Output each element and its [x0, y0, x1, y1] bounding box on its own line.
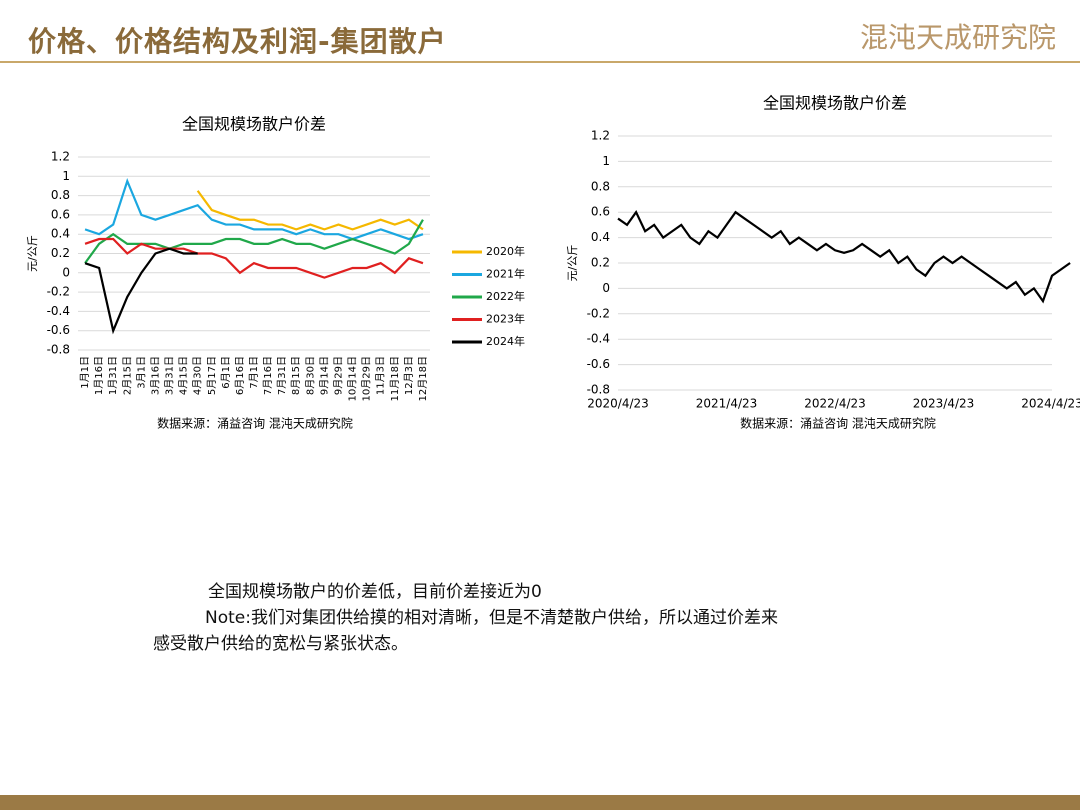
y-axis-label: 元/公斤: [566, 245, 579, 282]
y-tick-label: -0.2: [47, 285, 70, 299]
legend-label: 2024年: [486, 334, 525, 348]
x-tick-label: 6月16日: [234, 356, 246, 395]
legend-label: 2021年: [486, 267, 525, 281]
source-note: 数据来源：涌益咨询 混沌天成研究院: [740, 416, 936, 431]
series-line: [84, 237, 424, 279]
x-tick-label: 8月15日: [290, 356, 302, 395]
x-tick-label: 1月1日: [79, 356, 91, 389]
source-note: 数据来源：涌益咨询 混沌天成研究院: [157, 416, 353, 431]
y-axis-label: 元/公斤: [26, 235, 39, 272]
x-tick-label: 2022/4/23: [804, 397, 866, 411]
x-tick-label: 7月31日: [276, 356, 288, 395]
y-tick-label: 0.8: [51, 188, 70, 202]
x-tick-label: 2023/4/23: [913, 397, 975, 411]
chart-right: 全国规模场散户价差 -0.8 -0.6 -0.4 -0.2 0 0.2 0.4 0.6 0.8 1 1…: [566, 94, 1080, 431]
y-tick-label: -0.8: [47, 343, 70, 357]
x-tick-label: 2021/4/23: [696, 397, 758, 411]
x-tick-label: 9月29日: [332, 356, 344, 395]
x-tick-label: 3月31日: [164, 356, 176, 395]
x-tick-label: 4月15日: [178, 356, 190, 395]
y-tick-label: 1.2: [591, 129, 610, 143]
y-tick-label: 0.6: [51, 207, 70, 221]
chart-left: 全国规模场散户价差-0.8-0.6-0.4-0.200.20.40.60.811…: [26, 115, 525, 431]
y-tick-label: 0.8: [591, 179, 610, 193]
x-tick-label: 12月3日: [403, 356, 415, 395]
chart-title: 全国规模场散户价差: [763, 94, 907, 113]
legend-label: 2022年: [486, 289, 525, 303]
y-tick-label: 0.2: [51, 246, 70, 260]
x-tick-label: 2024/4/23: [1021, 397, 1080, 411]
y-tick-label: 0: [62, 265, 70, 279]
x-tick-label: 8月30日: [304, 356, 316, 395]
header-rule: [0, 61, 1080, 63]
y-tick-label: -0.6: [587, 357, 610, 371]
y-tick-label: -0.2: [587, 306, 610, 320]
footer-bar: [0, 795, 1080, 810]
x-tick-label: 2020/4/23: [587, 397, 649, 411]
y-tick-label: -0.4: [587, 332, 610, 346]
x-tick-label: 4月30日: [192, 356, 204, 395]
series-line: [84, 247, 198, 335]
x-tick-label: 7月1日: [248, 356, 260, 389]
x-tick-label: 11月18日: [389, 356, 401, 401]
y-tick-label: 1.2: [51, 150, 70, 164]
x-tick-label: 12月18日: [417, 356, 429, 401]
legend-label: 2020年: [486, 244, 525, 258]
series-line: [196, 190, 424, 231]
x-tick-label: 5月17日: [206, 356, 218, 395]
x-tick-label: 7月16日: [262, 356, 274, 395]
x-tick-label: 10月14日: [347, 356, 359, 401]
x-tick-label: 9月14日: [318, 356, 330, 395]
series-line: [84, 177, 424, 241]
y-tick-label: 1: [602, 154, 610, 168]
y-tick-label: 0.4: [591, 230, 610, 244]
x-tick-label: 11月3日: [375, 356, 387, 395]
x-tick-label: 6月1日: [220, 356, 232, 389]
y-tick-label: -0.4: [47, 304, 70, 318]
y-tick-label: -0.6: [47, 323, 70, 337]
y-tick-label: 0.2: [591, 256, 610, 270]
y-tick-label: 0.4: [51, 227, 70, 241]
body-text: Note:我们对集团供给摸的相对清晰，但是不清楚散户供给，所以通过价差来: [205, 608, 778, 628]
x-tick-label: 1月16日: [93, 356, 105, 395]
chart-title: 全国规模场散户价差: [182, 115, 326, 134]
y-tick-label: 0.6: [591, 205, 610, 219]
legend-label: 2023年: [486, 312, 525, 326]
body-text: 全国规模场散户的价差低，目前价差接近为0: [208, 582, 542, 602]
x-tick-label: 1月31日: [107, 356, 119, 395]
body-text: 感受散户供给的宽松与紧张状态。: [153, 634, 408, 654]
logo: 混沌天成研究院: [859, 21, 1056, 54]
x-tick-label: 3月16日: [149, 356, 161, 395]
x-tick-label: 2月15日: [121, 356, 133, 395]
y-tick-label: 0: [602, 281, 610, 295]
y-tick-label: -0.8: [587, 383, 610, 397]
y-tick-label: 1: [62, 169, 70, 183]
series-line: [84, 219, 424, 264]
x-tick-label: 10月29日: [361, 356, 373, 401]
x-tick-label: 3月1日: [135, 356, 147, 389]
slide-title: 价格、价格结构及利润-集团散户: [28, 25, 447, 58]
series-line: [617, 210, 1071, 304]
